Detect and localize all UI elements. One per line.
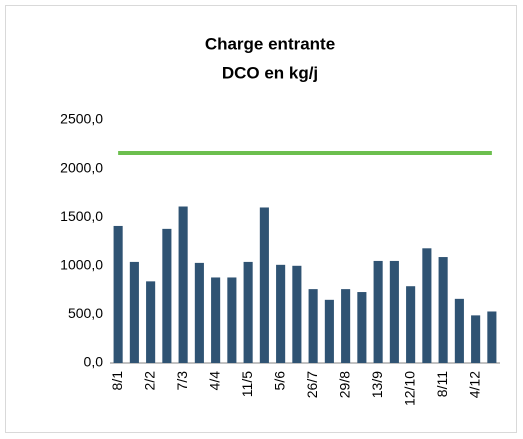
bar (146, 281, 156, 363)
bar (438, 257, 448, 363)
bar (422, 248, 432, 363)
bar (373, 260, 383, 363)
bar (178, 206, 188, 363)
bar (113, 225, 123, 363)
y-tick-label: 2000,0 (60, 159, 103, 175)
bar (129, 261, 139, 363)
x-tick-label: 2/2 (141, 371, 157, 391)
y-tick-label: 1000,0 (60, 257, 103, 273)
y-tick-label: 0,0 (84, 354, 104, 370)
x-tick-label: 29/8 (336, 371, 352, 398)
bar (308, 289, 318, 363)
y-tick-label: 500,0 (68, 305, 103, 321)
x-tick-label: 7/3 (174, 371, 190, 391)
bar (259, 207, 269, 363)
x-tick-label: 12/10 (401, 371, 417, 406)
bar (389, 260, 399, 363)
bar (292, 265, 302, 363)
x-tick-label: 8/11 (434, 371, 450, 397)
bar (324, 299, 334, 363)
bar (487, 311, 497, 363)
bar (357, 292, 367, 363)
x-tick-label: 11/5 (239, 371, 255, 397)
bar (454, 298, 464, 363)
bar (406, 286, 416, 363)
bar (211, 277, 221, 363)
x-tick-label: 26/7 (304, 371, 320, 398)
x-tick-label: 4/4 (206, 371, 222, 391)
x-tick-label: 8/1 (109, 371, 125, 391)
x-tick-label: 4/12 (466, 371, 482, 398)
x-tick-label: 13/9 (369, 371, 385, 398)
bar (227, 277, 237, 363)
y-tick-label: 1500,0 (60, 208, 103, 224)
y-tick-label: 2500,0 (60, 111, 103, 127)
x-tick-label: 5/6 (271, 371, 287, 391)
bar (471, 315, 481, 363)
chart-title: Charge entrante (205, 34, 335, 53)
bar (341, 289, 351, 363)
bar (194, 262, 204, 363)
bar (276, 264, 286, 363)
chart-subtitle: DCO en kg/j (222, 63, 318, 82)
bar (162, 228, 172, 363)
bar (243, 261, 253, 363)
